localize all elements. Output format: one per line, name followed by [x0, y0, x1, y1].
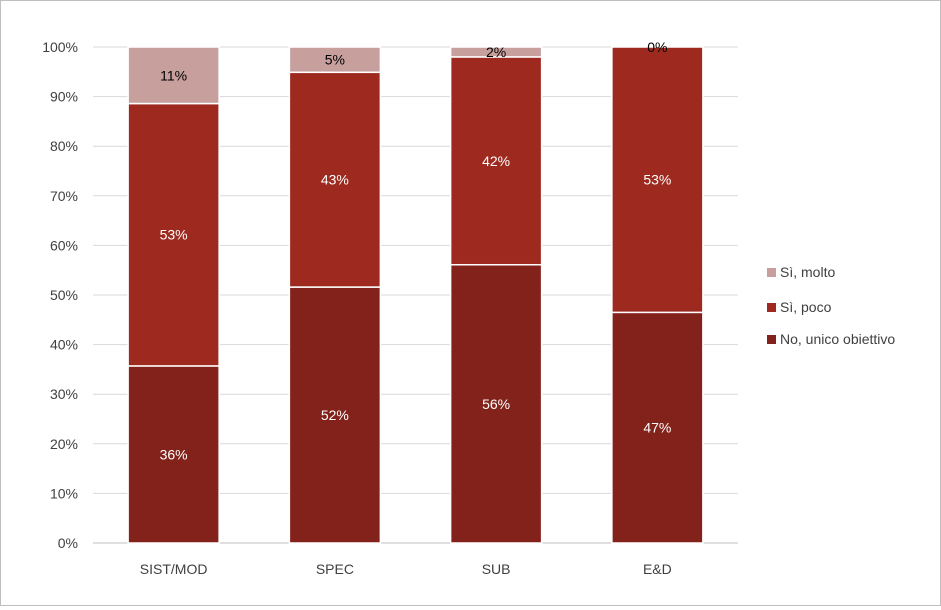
data-label: 2% [486, 44, 506, 60]
bar-segment [449, 263, 543, 544]
x-category-label: E&D [643, 561, 672, 577]
data-label: 53% [160, 227, 188, 243]
bar-segment [127, 102, 220, 367]
bar-segment [288, 286, 382, 544]
y-tick-label: 20% [50, 436, 78, 452]
bar-segment [127, 46, 220, 105]
y-tick-label: 60% [50, 237, 78, 253]
data-label: 47% [643, 420, 671, 436]
data-label: 53% [643, 172, 671, 188]
bar-segment [449, 46, 543, 58]
data-label: 5% [325, 52, 345, 68]
bar-segment [611, 311, 704, 544]
bar-segment [449, 56, 543, 266]
legend-label: Sì, poco [780, 299, 832, 315]
x-category-label: SPEC [316, 561, 354, 577]
bar-segment [611, 46, 704, 314]
y-tick-label: 100% [42, 39, 78, 55]
y-tick-label: 90% [50, 89, 78, 105]
bar-segment [127, 365, 220, 544]
y-tick-label: 10% [50, 485, 78, 501]
x-axis: SIST/MOD SPEC SUB E&D [140, 561, 672, 577]
y-tick-label: 50% [50, 287, 78, 303]
legend-label: No, unico obiettivo [780, 331, 895, 347]
y-tick-label: 80% [50, 138, 78, 154]
y-tick-label: 40% [50, 337, 78, 353]
data-label: 43% [321, 172, 349, 188]
bars [127, 46, 704, 544]
data-label: 52% [321, 407, 349, 423]
legend-label: Sì, molto [780, 264, 835, 280]
data-label: 11% [160, 67, 187, 83]
legend-swatch [767, 303, 776, 312]
data-labels: 36% 53% 11% 52% 43% 5% 56% 42% 2% 47% 53% 0% [160, 39, 672, 462]
data-label: 42% [482, 153, 510, 169]
x-category-label: SUB [482, 561, 511, 577]
y-axis: 0% 10% 20% 30% 40% 50% 60% 70% 80% 90% 100% [42, 39, 78, 551]
legend-swatch [767, 335, 776, 344]
bar-segment [288, 71, 382, 288]
data-label: 36% [160, 446, 188, 462]
y-tick-label: 70% [50, 188, 78, 204]
y-tick-label: 0% [58, 535, 78, 551]
legend-swatch [767, 268, 776, 277]
bar-segment [288, 46, 382, 74]
legend: Sì, molto Sì, poco No, unico obiettivo [767, 264, 895, 347]
data-label: 0% [647, 39, 667, 55]
x-category-label: SIST/MOD [140, 561, 208, 577]
y-tick-label: 30% [50, 386, 78, 402]
data-label: 56% [482, 396, 510, 412]
